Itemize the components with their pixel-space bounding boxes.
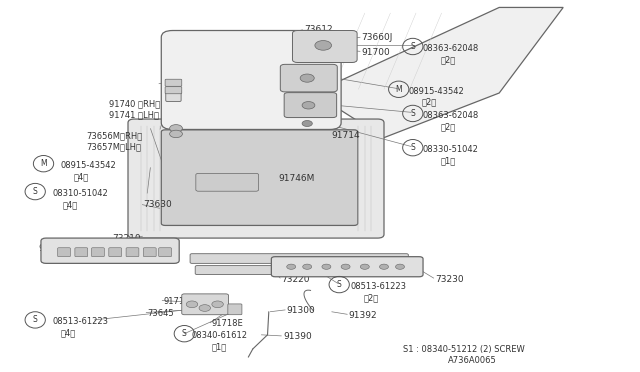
Text: 73111: 73111 — [282, 263, 310, 272]
Circle shape — [170, 125, 182, 132]
FancyBboxPatch shape — [271, 257, 423, 277]
Text: 91741 （LH）: 91741 （LH） — [109, 111, 159, 120]
FancyBboxPatch shape — [165, 79, 182, 86]
Text: S: S — [337, 280, 342, 289]
Text: （2）: （2） — [364, 293, 379, 302]
Text: M: M — [40, 159, 47, 168]
Circle shape — [341, 264, 350, 269]
Text: S: S — [33, 187, 38, 196]
FancyBboxPatch shape — [41, 238, 179, 263]
FancyBboxPatch shape — [228, 304, 242, 315]
Circle shape — [315, 41, 332, 50]
Circle shape — [287, 264, 296, 269]
FancyBboxPatch shape — [126, 248, 139, 257]
FancyBboxPatch shape — [280, 64, 337, 92]
Circle shape — [199, 305, 211, 311]
Text: （4）: （4） — [74, 172, 89, 181]
Text: 91718E: 91718E — [211, 319, 243, 328]
FancyBboxPatch shape — [161, 130, 358, 225]
Text: （1）: （1） — [440, 156, 456, 165]
FancyBboxPatch shape — [195, 266, 311, 275]
Text: 91714: 91714 — [332, 131, 360, 140]
FancyBboxPatch shape — [58, 248, 70, 257]
Text: 73612: 73612 — [304, 25, 333, 34]
Circle shape — [396, 264, 404, 269]
Circle shape — [380, 264, 388, 269]
Text: 73656M（RH）: 73656M（RH） — [86, 131, 143, 140]
Text: 08513-61223: 08513-61223 — [52, 317, 109, 326]
Circle shape — [322, 264, 331, 269]
FancyBboxPatch shape — [165, 87, 182, 94]
Circle shape — [212, 301, 223, 308]
Circle shape — [186, 301, 198, 308]
FancyBboxPatch shape — [143, 248, 156, 257]
Text: 73210: 73210 — [112, 234, 141, 243]
FancyBboxPatch shape — [166, 90, 181, 102]
Text: 08363-62048: 08363-62048 — [422, 111, 479, 120]
Text: 73657M（LH）: 73657M（LH） — [86, 142, 141, 151]
Text: 91392: 91392 — [349, 311, 378, 320]
Text: S: S — [410, 143, 415, 152]
Circle shape — [170, 130, 182, 138]
Text: A736A0065: A736A0065 — [448, 356, 497, 365]
Text: 91740 （RH）: 91740 （RH） — [109, 100, 160, 109]
FancyBboxPatch shape — [284, 93, 337, 118]
Text: 91280: 91280 — [38, 244, 67, 253]
Polygon shape — [314, 7, 563, 138]
FancyBboxPatch shape — [161, 31, 341, 129]
Text: S: S — [410, 109, 415, 118]
FancyBboxPatch shape — [109, 248, 122, 257]
FancyBboxPatch shape — [190, 254, 408, 263]
Text: 91390: 91390 — [283, 332, 312, 341]
Text: （2）: （2） — [440, 55, 456, 64]
Text: S: S — [33, 315, 38, 324]
Text: 73660J: 73660J — [362, 33, 393, 42]
Text: （4）: （4） — [63, 200, 78, 209]
Text: 73220: 73220 — [282, 275, 310, 284]
Text: S1: S1 — [216, 174, 227, 183]
Text: 91718M: 91718M — [163, 297, 197, 306]
Text: 91746M: 91746M — [278, 174, 315, 183]
FancyBboxPatch shape — [196, 173, 259, 191]
Circle shape — [302, 121, 312, 126]
Text: 08340-61612: 08340-61612 — [192, 331, 248, 340]
Text: S: S — [410, 42, 415, 51]
Text: 08310-51042: 08310-51042 — [52, 189, 108, 198]
FancyBboxPatch shape — [182, 294, 228, 315]
FancyBboxPatch shape — [159, 248, 172, 257]
Text: 08513-61223: 08513-61223 — [351, 282, 407, 291]
Text: （1）: （1） — [211, 342, 227, 351]
FancyBboxPatch shape — [75, 248, 88, 257]
Text: 08915-43542: 08915-43542 — [408, 87, 464, 96]
Text: 73645: 73645 — [147, 309, 174, 318]
Text: （2）: （2） — [421, 98, 436, 107]
Circle shape — [302, 102, 315, 109]
Text: 08330-51042: 08330-51042 — [422, 145, 478, 154]
Text: 08363-62048: 08363-62048 — [422, 44, 479, 53]
Text: 91300: 91300 — [287, 306, 316, 315]
Circle shape — [360, 264, 369, 269]
FancyBboxPatch shape — [92, 248, 104, 257]
Text: 73630: 73630 — [143, 200, 172, 209]
Text: 91710: 91710 — [243, 96, 272, 105]
Text: S1 : 08340-51212 (2) SCREW: S1 : 08340-51212 (2) SCREW — [403, 345, 525, 354]
FancyBboxPatch shape — [292, 31, 357, 62]
Text: （4）: （4） — [61, 328, 76, 337]
Text: M: M — [396, 85, 402, 94]
Circle shape — [300, 74, 314, 82]
Text: S: S — [182, 329, 187, 338]
Circle shape — [303, 264, 312, 269]
Text: 91660: 91660 — [198, 55, 227, 64]
Text: 08915-43542: 08915-43542 — [61, 161, 116, 170]
Text: （2）: （2） — [440, 122, 456, 131]
FancyBboxPatch shape — [128, 119, 384, 238]
Text: 73230: 73230 — [435, 275, 464, 284]
Text: 91700: 91700 — [362, 48, 390, 57]
